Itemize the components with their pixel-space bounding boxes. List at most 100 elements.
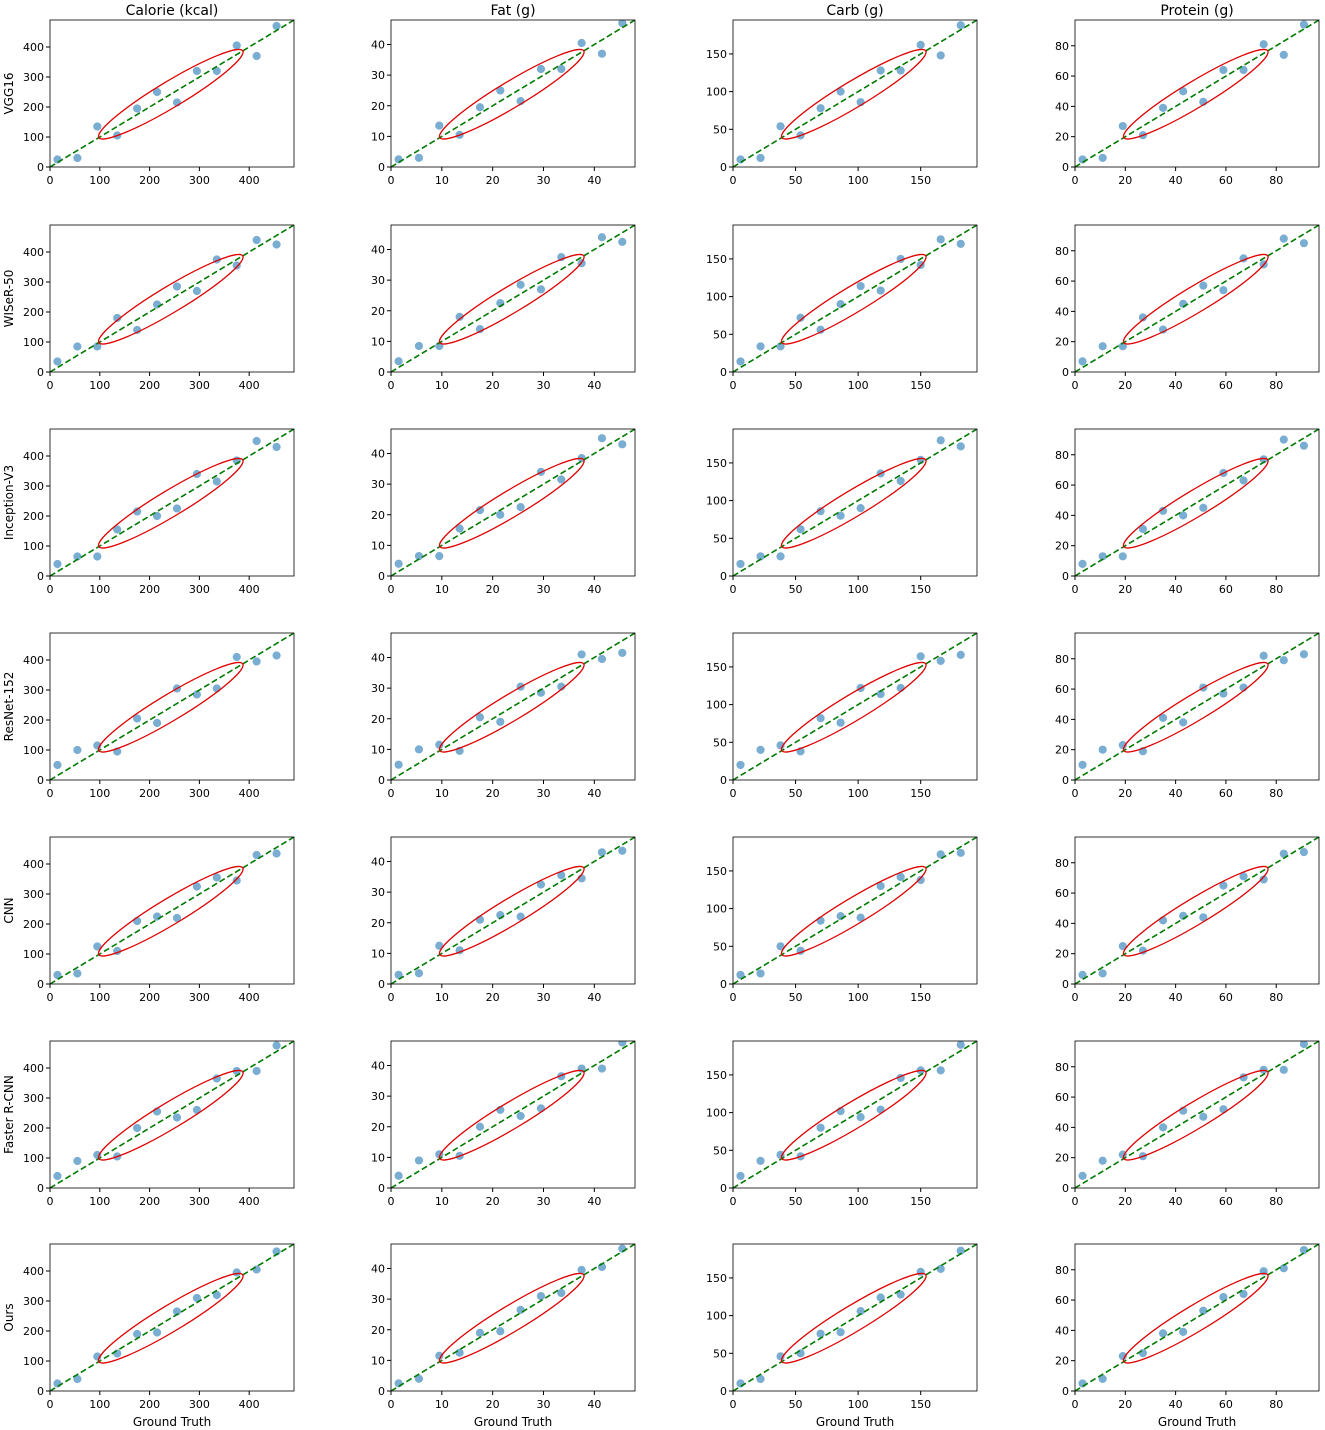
point (1097, 968, 1108, 979)
point (1258, 874, 1269, 885)
point (855, 281, 866, 291)
y-tick-label: 100 (706, 903, 727, 916)
point (1097, 153, 1108, 163)
point (271, 848, 282, 859)
point (1077, 558, 1088, 569)
point (112, 313, 123, 323)
y-tick-label: 40 (1055, 713, 1069, 726)
x-tick-label: 50 (789, 1398, 803, 1411)
highlight-ellipse (1122, 1069, 1269, 1161)
y-tick-label: 0 (378, 774, 385, 787)
y-tick-label: 0 (378, 366, 385, 379)
x-tick-label: 20 (486, 1398, 500, 1411)
y-tick-label: 0 (37, 1182, 44, 1195)
x-tick-label: 30 (537, 991, 551, 1004)
point (597, 654, 607, 664)
point (271, 650, 282, 661)
point (1158, 1122, 1168, 1133)
point (775, 121, 786, 132)
x-tick-label: 150 (910, 787, 931, 800)
point (617, 236, 628, 247)
x-tick-label: 30 (537, 379, 551, 392)
row-label: Faster R-CNN (2, 1075, 16, 1154)
y-tick-label: 80 (1055, 40, 1069, 53)
y-tick-label: 400 (23, 858, 44, 871)
y-tick-label: 60 (1055, 479, 1069, 492)
reference-line (733, 633, 977, 780)
x-tick-label: 40 (587, 379, 601, 392)
y-tick-label: 50 (713, 1347, 727, 1360)
x-tick-label: 0 (388, 991, 395, 1004)
point (597, 232, 607, 243)
x-tick-label: 0 (388, 174, 395, 187)
x-tick-label: 40 (587, 991, 601, 1004)
point (271, 442, 282, 452)
x-tick-label: 60 (1219, 1398, 1233, 1411)
x-tick-label: 30 (537, 1398, 551, 1411)
x-tick-label: 100 (89, 583, 110, 596)
plot-frame (49, 19, 295, 168)
point (1299, 440, 1309, 451)
y-tick-label: 10 (371, 1354, 385, 1367)
point (434, 551, 445, 561)
highlight-ellipse (97, 1272, 244, 1364)
x-tick-label: 30 (537, 174, 551, 187)
y-tick-label: 400 (23, 654, 44, 667)
y-tick-label: 60 (1055, 1294, 1069, 1307)
point (191, 1105, 202, 1115)
reference-line (391, 20, 635, 167)
x-tick-label: 40 (587, 583, 601, 596)
point (393, 1378, 404, 1389)
y-tick-label: 100 (23, 948, 44, 961)
point (1258, 39, 1269, 50)
point (1138, 312, 1148, 323)
plot-frame (49, 1243, 295, 1392)
y-tick-label: 40 (1055, 917, 1069, 930)
x-tick-label: 10 (435, 787, 449, 800)
y-tick-label: 0 (37, 1385, 44, 1398)
x-tick-label: 80 (1269, 787, 1283, 800)
y-tick-label: 400 (23, 1062, 44, 1075)
plot-frame (49, 224, 295, 373)
x-tick-label: 100 (848, 1195, 869, 1208)
y-tick-label: 30 (371, 682, 385, 695)
y-tick-label: 40 (1055, 1324, 1069, 1337)
y-tick-label: 40 (371, 1060, 385, 1073)
point (755, 968, 766, 979)
point (92, 551, 103, 562)
y-tick-label: 50 (713, 1144, 727, 1157)
plot-frame (732, 428, 978, 577)
point (755, 341, 766, 352)
point (955, 238, 966, 249)
y-tick-label: 20 (371, 305, 385, 318)
y-tick-label: 200 (23, 714, 44, 727)
x-tick-label: 10 (435, 379, 449, 392)
highlight-ellipse (780, 1069, 927, 1161)
plot-frame (390, 19, 636, 168)
point (414, 744, 424, 755)
highlight-ellipse (438, 253, 585, 345)
highlight-ellipse (780, 253, 927, 345)
reference-line (391, 837, 635, 984)
point (735, 154, 746, 165)
plot-frame (732, 1243, 978, 1392)
point (935, 655, 946, 666)
point (271, 21, 282, 31)
point (1158, 505, 1168, 516)
x-tick-label: 0 (730, 379, 737, 392)
x-tick-label: 0 (388, 1195, 395, 1208)
y-tick-label: 100 (706, 1107, 727, 1120)
y-tick-label: 300 (23, 480, 44, 493)
x-tick-label: 20 (1118, 787, 1132, 800)
y-tick-label: 20 (1055, 336, 1069, 349)
y-tick-label: 0 (720, 1385, 727, 1398)
y-tick-label: 100 (23, 540, 44, 553)
point (935, 435, 946, 446)
y-tick-label: 100 (706, 495, 727, 508)
plot-frame (1074, 428, 1320, 577)
point (815, 103, 826, 114)
y-tick-label: 0 (1062, 774, 1069, 787)
x-tick-label: 300 (189, 991, 210, 1004)
reference-line (391, 225, 635, 372)
highlight-ellipse (438, 661, 585, 753)
